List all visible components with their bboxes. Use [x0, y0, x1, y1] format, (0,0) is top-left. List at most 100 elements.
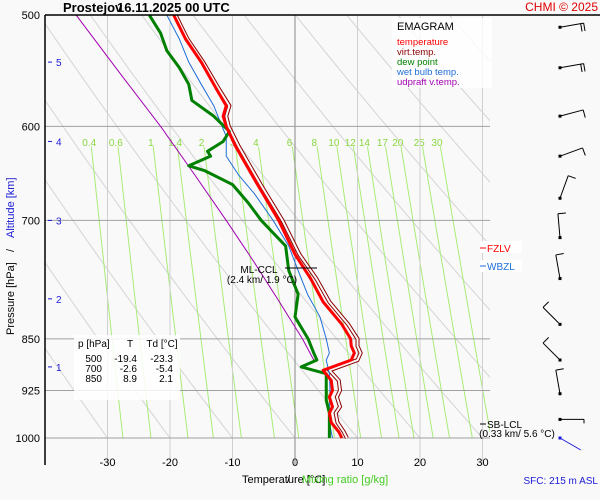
barb-flag: [542, 337, 550, 344]
mixing-ratio-label: 25: [414, 138, 426, 149]
table-cell-td: -23.3: [150, 354, 173, 365]
barb-station-dot: [558, 114, 562, 118]
altitude-tick-label: 3: [56, 216, 62, 227]
mixing-ratio-line: [336, 146, 383, 439]
wbzl-label: WBZL: [487, 262, 515, 273]
dry-adiabat: [529, 0, 600, 438]
altitude-tick-label: 4: [56, 137, 62, 148]
datetime-title: 16.11.2025 00 UTC: [117, 0, 230, 15]
wind-barb: [542, 337, 562, 362]
table-header-t: T: [127, 339, 133, 350]
barb-flag: [583, 23, 586, 32]
y-tick-label: 700: [22, 215, 40, 227]
dry-adiabat: [45, 178, 233, 439]
barb-station-dot: [558, 417, 562, 421]
levels-table-bg: [74, 335, 180, 400]
x-tick-label: -10: [225, 457, 241, 469]
mixing-ratio-label: 30: [431, 138, 443, 149]
table-cell-p: 700: [85, 364, 102, 375]
barb-flag: [580, 64, 583, 73]
series-virt-temp-inner: [174, 15, 362, 439]
wind-barb: [558, 63, 586, 73]
x-tick-label: -30: [100, 457, 116, 469]
mixing-ratio-line: [366, 146, 415, 439]
barb-flag: [583, 63, 586, 72]
table-cell-td: 2.1: [159, 374, 173, 385]
barb-flag: [555, 253, 564, 256]
wind-barb: [557, 212, 566, 240]
x-tick-label: 0: [292, 457, 298, 469]
y-tick-label: 500: [22, 10, 40, 22]
mixing-ratio-label: 0.6: [109, 138, 123, 149]
mixing-ratio-line: [176, 146, 214, 439]
barb-staff: [559, 109, 584, 117]
barb-station-dot: [558, 392, 562, 396]
x-tick-label: 30: [476, 457, 488, 469]
x-tick-label: 20: [414, 457, 426, 469]
barb-station-dot: [558, 436, 562, 440]
x-axis-label-secondary: Mixing ratio [g/kg]: [302, 474, 388, 486]
dry-adiabat: [45, 347, 108, 439]
barb-station-dot: [558, 277, 562, 281]
barb-station-dot: [558, 66, 562, 70]
barb-staff: [557, 213, 561, 238]
wind-barb: [555, 253, 564, 281]
y-axis-label: Pressure [hPa]: [5, 262, 17, 335]
mixing-ratio-line: [400, 146, 451, 439]
x-axis-label: Temperature [°C]: [242, 474, 325, 486]
legend-virt-temp: virt.temp.: [397, 47, 436, 58]
barb-staff: [559, 147, 583, 157]
table-cell-t: -2.6: [120, 364, 138, 375]
legend-dew-point: dew point: [397, 57, 438, 68]
dry-adiabat: [45, 99, 296, 439]
barb-station-dot: [558, 236, 562, 240]
x-tick-label: 10: [351, 457, 363, 469]
x-tick-label: -20: [162, 457, 178, 469]
barb-staff: [555, 370, 561, 394]
table-row: 500 -19.4 -23.3: [85, 354, 173, 365]
barb-staff: [559, 63, 584, 69]
altitude-tick-label: 1: [56, 363, 62, 374]
x-axis-separator: /: [287, 474, 291, 486]
y-axis-separator: /: [5, 248, 17, 252]
mixing-ratio-label: 10: [328, 138, 340, 149]
table-cell-t: 8.9: [123, 374, 137, 385]
barb-flag: [580, 23, 583, 32]
mixing-ratio-line: [203, 146, 242, 439]
y-axis-label-secondary: Altitude [km]: [5, 177, 17, 238]
barb-flag: [555, 368, 564, 371]
altitude-tick-label: 2: [56, 295, 62, 306]
series-layer: [75, 15, 363, 439]
fzlv-label: FZLV: [487, 244, 511, 255]
station-title: Prostejov: [63, 0, 123, 15]
barb-flag: [582, 109, 586, 118]
barb-flag: [582, 147, 586, 156]
mixing-ratio-label: 2: [199, 138, 205, 149]
barb-flag: [557, 212, 566, 215]
legend-temperature: temperature: [397, 37, 448, 48]
barb-staff: [542, 342, 561, 361]
mixing-ratio-label: 1: [148, 138, 154, 149]
ml-ccl-label: ML-CCL: [240, 265, 278, 276]
mixing-ratio-label: 12: [345, 138, 357, 149]
barb-station-dot: [558, 154, 562, 158]
table-cell-td: -5.4: [156, 364, 174, 375]
mixing-ratio-label: 1.4: [168, 138, 182, 149]
fzlv-bg: [480, 241, 522, 253]
y-tick-label: 600: [22, 121, 40, 133]
wind-barb: [558, 22, 586, 32]
dry-adiabat: [580, 0, 600, 438]
altitude-tick-label: 5: [56, 58, 62, 69]
barb-staff: [542, 307, 561, 325]
wind-barb: [558, 436, 582, 451]
mixing-ratio-label: 20: [392, 138, 404, 149]
mixing-ratio-line: [316, 146, 362, 439]
mixing-ratio-label: 6: [287, 138, 293, 149]
y-tick-label: 1000: [16, 433, 40, 445]
table-cell-p: 850: [85, 374, 102, 385]
series-temperature: [172, 15, 356, 439]
mixing-ratio-line: [385, 146, 434, 439]
mixing-ratio-line: [258, 146, 300, 439]
